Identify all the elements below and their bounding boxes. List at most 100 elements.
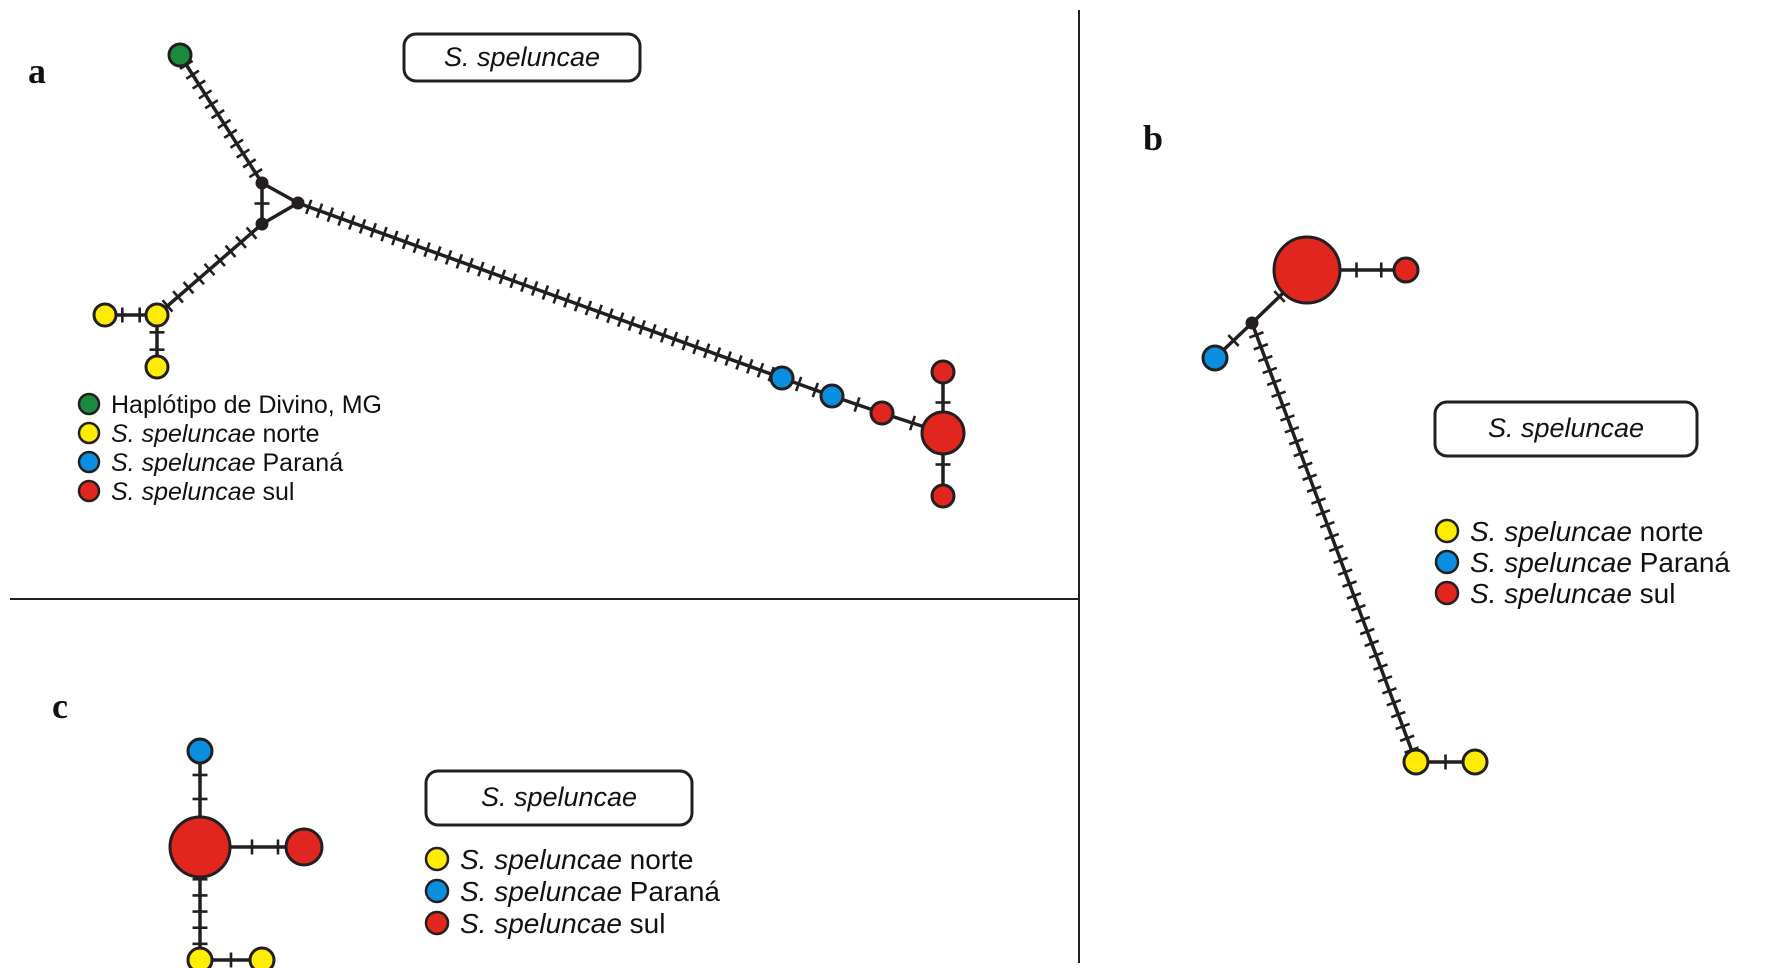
mutation-tick [1315,508,1331,517]
legend-item-b: S. speluncae sul [1434,578,1675,609]
edge-a-mv1-mv2 [254,183,270,224]
mutation-tick [1273,290,1286,303]
mutation-tick [210,108,225,120]
mutation-tick [498,269,507,285]
legend-label: S. speluncae norte [460,844,694,875]
mutation-tick [161,299,174,313]
mutation-tick [224,244,237,258]
mutation-tick [1297,461,1313,470]
legends: Haplótipo de Divino, MGS. speluncae nort… [77,391,1730,939]
legend-item-c: S. speluncae norte [424,844,694,875]
mutation-tick [520,277,528,293]
mutation-tick [1381,686,1397,695]
legend-swatch [424,878,450,904]
mutation-tick [191,79,206,90]
mutation-tick [245,226,258,240]
edge-b-mv-north [1248,322,1420,763]
mutation-tick [616,312,625,328]
legend-label: S. speluncae sul [1470,578,1675,609]
legend-swatch [1434,518,1460,544]
haplotype-a-south-top [930,359,956,385]
panel-c-letter: c [52,686,68,726]
haplotype-b-south-main [1272,235,1342,305]
mutation-tick [713,347,722,363]
mutation-tick [193,272,205,286]
svg-text:S. speluncae: S. speluncae [1488,413,1644,443]
svg-text:S. speluncae: S. speluncae [481,782,637,812]
mutation-tick [1288,437,1304,446]
haplotype-c-north1 [186,946,214,968]
legend-label: Haplótipo de Divino, MG [111,391,382,419]
mutation-tick [380,226,388,242]
legend-item-b: S. speluncae Paraná [1434,547,1730,578]
mutation-tick [223,128,238,139]
haplotype-a-south1 [869,400,895,426]
svg-text:S. speluncae: S. speluncae [444,42,600,72]
mutation-tick [595,304,603,320]
legend-item-a: S. speluncae Paraná [77,449,343,477]
panel-b-species-label: S. speluncae [1433,400,1699,458]
legend-swatch [1434,549,1460,575]
legend-label: S. speluncae Paraná [460,876,720,907]
haplotype-a-south-bottom [930,483,956,509]
legend-item-a: S. speluncae norte [77,420,319,448]
haplotype-a-north-left [92,302,118,328]
mutation-tick [1266,378,1282,387]
mutation-tick [1279,414,1295,422]
mutation-tick [1395,722,1411,731]
mutation-tick [1302,473,1318,482]
mutation-tick [369,222,378,238]
haplotype-b-parana [1201,344,1229,372]
mutation-tick [1253,342,1269,351]
mutation-tick [509,273,517,289]
panel-b-letter: b [1143,118,1163,158]
mutation-tick [659,327,668,343]
legend-swatch [424,846,450,872]
mutation-tick [1248,331,1264,339]
mutation-tick [1359,627,1375,636]
mutation-tick [606,308,614,324]
median-vector-a3 [291,196,305,210]
mutation-tick [563,292,571,308]
legend-item-c: S. speluncae sul [424,908,665,939]
mutation-tick [724,351,732,367]
haplotype-a-divino [167,42,193,68]
legend-item-a: Haplótipo de Divino, MG [77,391,382,419]
mutation-tick [1373,663,1389,671]
mutation-tick [423,242,431,258]
haplotype-c-south [284,827,324,867]
mutation-tick [337,211,345,227]
haplotype-b-north1 [1402,748,1430,776]
mutation-tick [638,319,646,335]
mutation-tick [235,235,247,249]
mutation-tick [1262,366,1278,375]
legend-swatch [77,392,101,416]
mutation-tick [670,331,679,347]
mutation-tick [692,339,700,355]
mutation-tick [391,230,399,246]
legend-swatch [77,450,101,474]
mutation-tick [573,296,582,312]
mutation-tick [794,376,803,392]
mutation-tick [1324,532,1340,541]
mutation-tick [552,288,560,304]
mutation-tick [1342,580,1357,588]
mutation-tick [242,158,257,169]
legend-label: S. speluncae Paraná [1470,547,1730,578]
haplotype-a-north-main [144,302,170,328]
edge-a-mv3-parana1 [297,199,783,382]
legend-swatch [424,910,450,936]
mutation-tick [1346,592,1362,600]
mutation-tick [466,257,474,273]
mutation-tick [348,214,356,230]
mutation-tick [477,261,485,277]
mutation-tick [412,238,421,254]
haplotype-c-parana [186,737,214,765]
mutation-tick [401,234,410,250]
mutation-tick [326,207,335,223]
median-vector-b1 [1245,316,1259,330]
mutation-tick [217,118,232,130]
edge-a-divino [178,54,264,184]
legend-label: S. speluncae sul [460,908,665,939]
mutation-tick [1328,544,1344,553]
